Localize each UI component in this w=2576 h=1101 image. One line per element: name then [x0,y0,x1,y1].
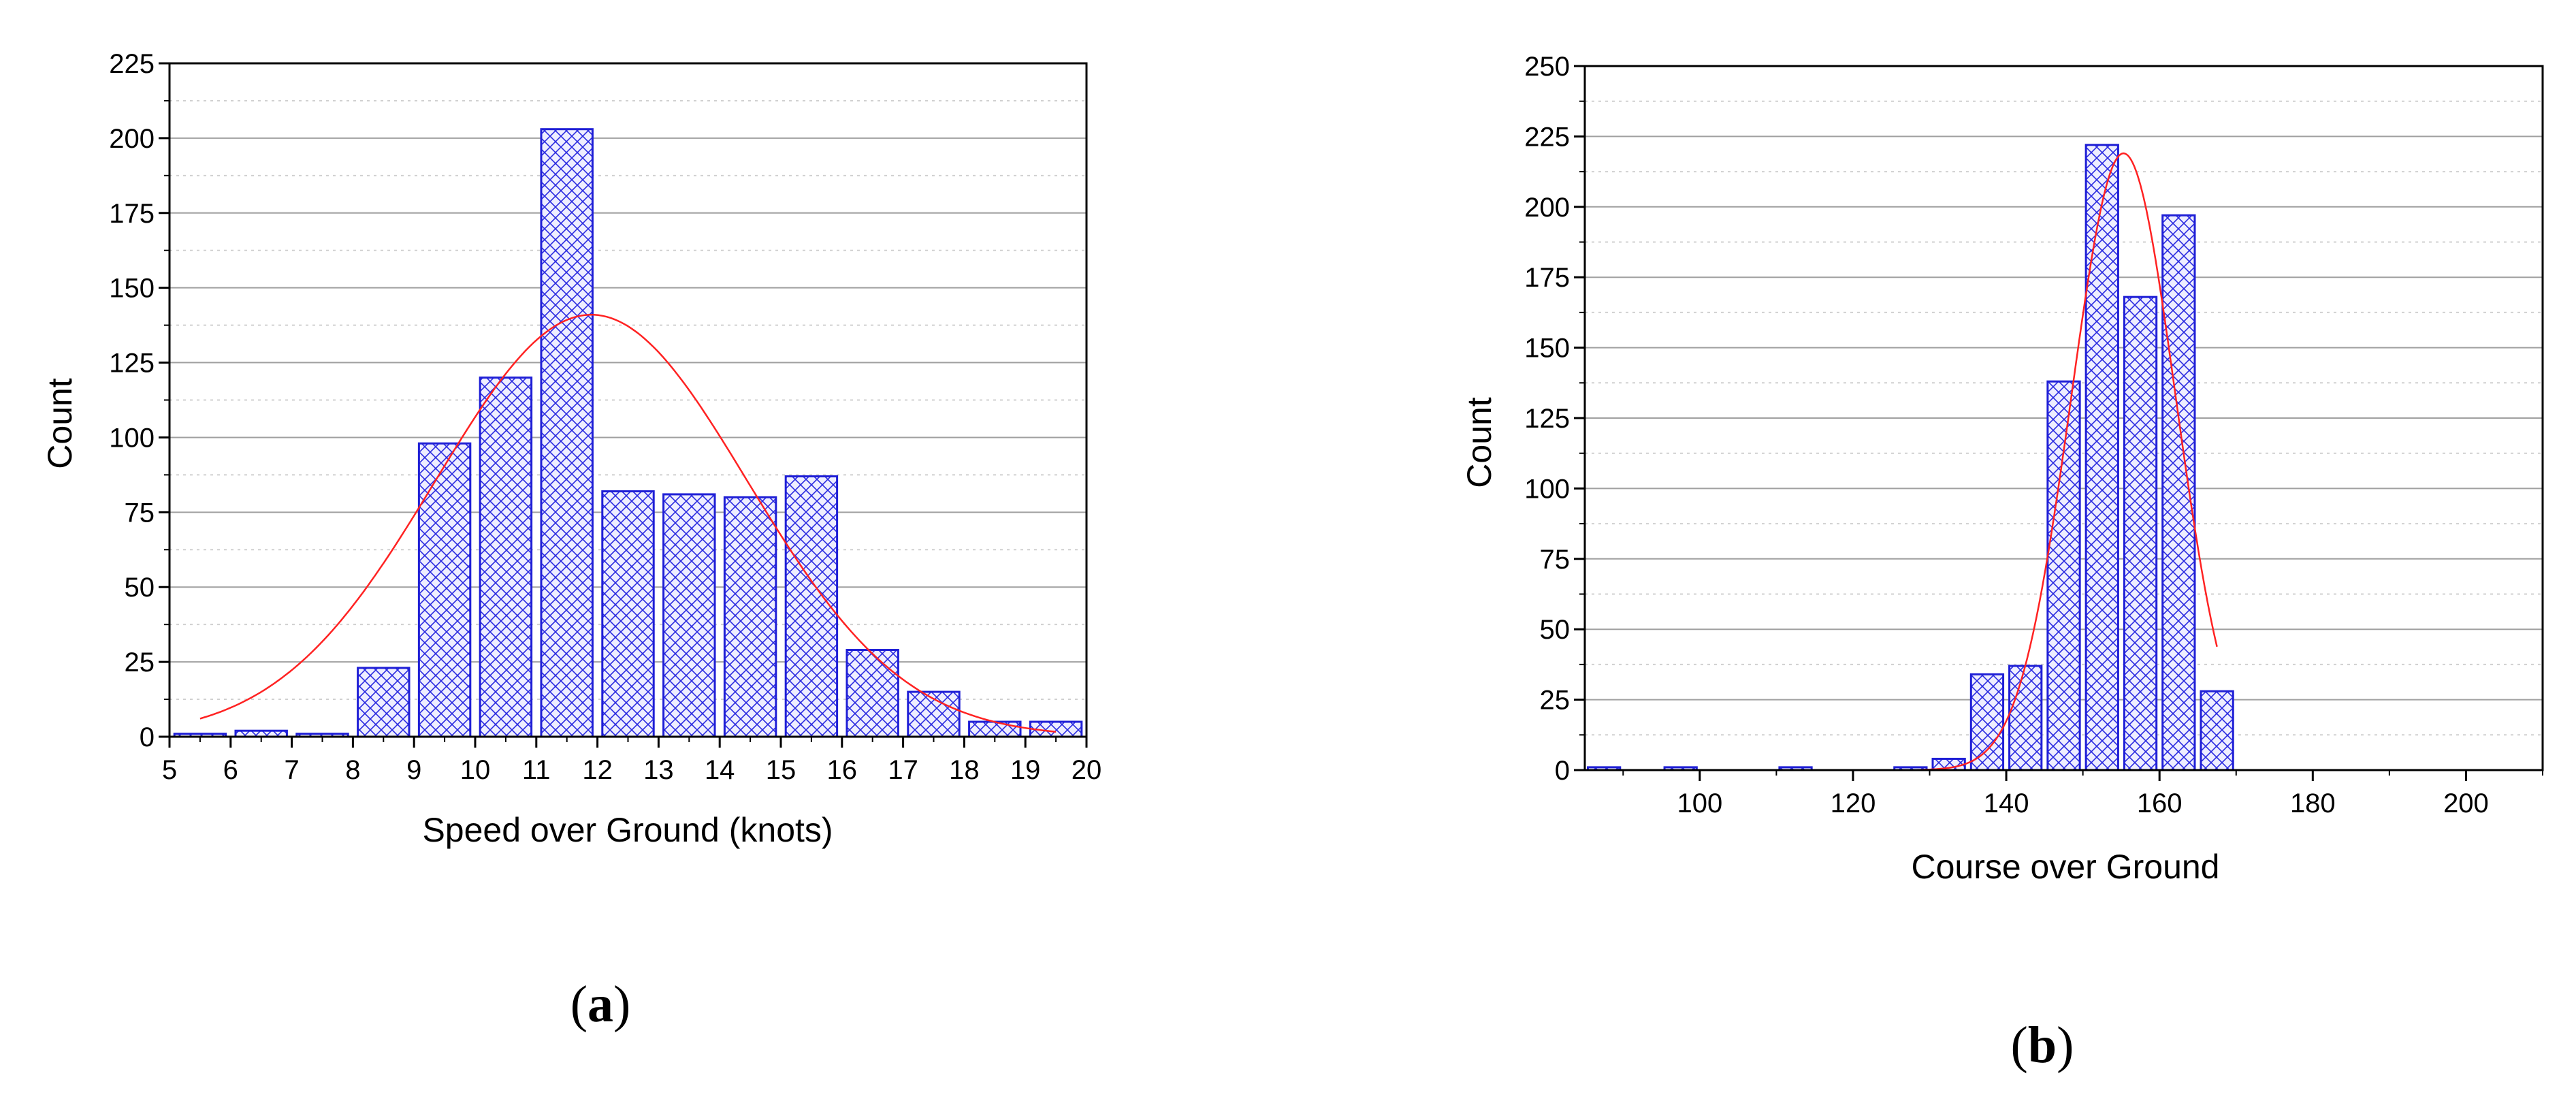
x-tick-label: 17 [888,755,918,785]
y-tick-label: 50 [125,573,155,603]
x-tick-labels-a: 5 6 7 8 9 10 11 12 13 14 15 16 17 18 19 20 [162,755,1101,785]
x-tick-label: 180 [2290,788,2336,818]
histogram-bar [540,128,594,738]
y-tick-label: 50 [1540,615,1571,645]
y-tick-label: 125 [1524,404,1570,434]
histogram-bar [2123,296,2158,771]
chart-panel-a: 5 6 7 8 9 10 11 12 13 14 15 16 17 18 19 20 0 25 50 75 100 12… [41,49,1101,1033]
y-axis-title-b: Count [1460,397,1498,488]
x-tick-label: 7 [284,755,299,785]
bars-a [173,128,1083,738]
y-tick-labels-a: 0 25 50 75 100 125 150 175 200 225 [109,49,155,752]
fit-curve-a [199,314,1057,733]
histogram-bar [417,442,472,738]
y-tick-label: 0 [140,722,155,752]
x-tick-label: 140 [1984,788,2029,818]
histogram-bar [662,493,716,738]
x-tick-label: 12 [582,755,613,785]
axes-b [1574,65,2544,781]
y-tick-label: 150 [109,274,155,304]
x-tick-label: 6 [223,755,238,785]
y-tick-label: 25 [125,648,155,677]
x-tick-label: 15 [766,755,796,785]
y-tick-label: 100 [1524,474,1570,504]
x-tick-label: 100 [1677,788,1722,818]
y-axis-title-a: Count [41,378,79,469]
x-tick-labels-b: 100 120 140 160 180 200 [1677,788,2488,818]
y-tick-label: 200 [109,124,155,154]
y-tick-label: 75 [1540,545,1571,575]
histogram-bar [1969,673,2005,771]
x-tick-label: 16 [827,755,858,785]
histogram-bar [2200,690,2234,771]
y-tick-label: 125 [109,349,155,379]
x-tick-label: 120 [1831,788,1876,818]
y-tick-label: 25 [1540,686,1571,716]
y-tick-label: 175 [1524,263,1570,293]
histogram-bar [846,649,899,738]
histogram-bar [479,377,533,738]
x-tick-label: 8 [345,755,360,785]
x-tick-label: 5 [162,755,177,785]
x-tick-label: 13 [643,755,674,785]
caption-a-letter: a [587,976,613,1033]
x-tick-label: 200 [2443,788,2489,818]
axes-a [159,62,1088,748]
caption-b-letter: b [2028,1017,2057,1074]
y-tick-label: 175 [109,199,155,229]
x-axis-title-a: Speed over Ground (knots) [422,811,833,849]
y-tick-label: 225 [1524,122,1570,152]
x-tick-label: 14 [705,755,735,785]
histogram-bar [968,720,1022,738]
histogram-bar [601,490,655,738]
bars-b [1587,144,2234,771]
x-tick-label: 160 [2137,788,2183,818]
histogram-bar [357,667,410,738]
y-tick-label: 200 [1524,193,1570,223]
x-axis-title-b: Course over Ground [1911,848,2219,886]
x-tick-label: 10 [460,755,491,785]
y-tick-label: 0 [1555,756,1570,786]
caption-a: (a) [570,976,631,1033]
caption-b: (b) [2011,1017,2074,1074]
x-tick-label: 11 [522,755,551,785]
histogram-bar [2046,380,2081,771]
x-tick-label: 18 [949,755,980,785]
y-tick-label: 150 [1524,334,1570,364]
y-tick-label: 225 [109,49,155,79]
y-tick-label: 250 [1524,52,1570,82]
histogram-bar [2008,665,2043,771]
x-tick-label: 9 [406,755,421,785]
y-tick-label: 100 [109,423,155,453]
x-tick-label: 19 [1010,755,1041,785]
x-tick-label: 20 [1072,755,1102,785]
histogram-bar [2084,144,2119,771]
histogram-bar [723,496,777,738]
fit-curve-b [1910,152,2218,771]
y-tick-labels-b: 0 25 50 75 100 125 150 175 200 225 250 [1524,52,1570,786]
chart-panel-b: 100 120 140 160 180 200 0 25 50 75 100 125 150 175 20… [1460,52,2544,1074]
grid-lines-a [170,99,1086,701]
y-tick-label: 75 [125,498,155,528]
